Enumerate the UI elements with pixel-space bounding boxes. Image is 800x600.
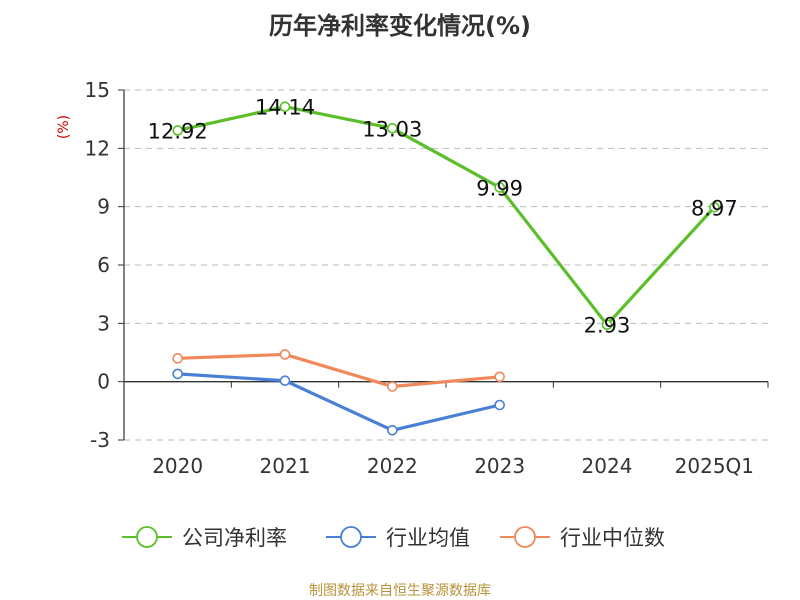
chart-title: 历年净利率变化情况(%) [269,12,531,40]
data-point [709,201,720,213]
x-axis: 2020 2021 2022 2023 2024 2025Q1 [123,380,769,478]
data-label: 8.97 [691,196,738,220]
data-point [279,349,291,360]
y-tick-label: 15 [85,78,110,102]
x-tick-label: 2022 [367,454,418,478]
legend-label: 行业中位数 [560,526,665,550]
y-tick-label: 6 [97,253,110,277]
y-tick-label: 12 [85,136,110,160]
y-tick-label: -3 [90,428,110,452]
data-point [494,399,505,411]
data-point [279,101,291,113]
y-tick-label: 0 [97,370,110,394]
x-tick-label: 2024 [582,454,633,478]
data-point [387,424,398,436]
data-point [601,319,613,330]
data-label: 9.99 [476,176,523,200]
data-label: 14.14 [255,96,315,120]
legend-marker [340,526,362,548]
y-tick-label: 9 [97,195,110,219]
legend: 公司净利率 行业均值 行业中位数 [122,526,665,550]
legend-label: 公司净利率 [182,526,287,550]
data-label: 2.93 [584,314,631,338]
data-point [494,182,505,193]
data-point [279,375,291,386]
data-label: 12.92 [148,119,208,143]
data-point [172,368,183,380]
y-axis: -3 0 3 6 9 12 15 [85,78,125,452]
data-point [494,371,505,383]
x-tick-label: 2023 [474,454,525,478]
legend-marker [136,526,158,548]
source-note: 制图数据来自恒生聚源数据库 [309,583,491,599]
series-layer [172,101,720,436]
series-line-2 [177,352,500,389]
data-point [172,353,183,364]
data-label: 13.03 [362,117,422,141]
data-labels: 12.92 14.14 13.03 9.99 2.93 8.97 [148,96,738,338]
series-line-0 [177,105,716,327]
x-tick-label: 2025Q1 [675,454,754,478]
series-line-1 [177,372,501,432]
data-point [387,381,398,392]
y-tick-label: 3 [97,311,110,335]
data-point [172,125,183,136]
x-tick-label: 2020 [152,454,203,478]
legend-marker [514,526,536,548]
legend-label: 行业均值 [386,526,470,550]
y-axis-unit: (%) [56,115,72,139]
grid [124,89,768,441]
x-tick-label: 2021 [260,454,311,478]
data-point [387,123,398,134]
